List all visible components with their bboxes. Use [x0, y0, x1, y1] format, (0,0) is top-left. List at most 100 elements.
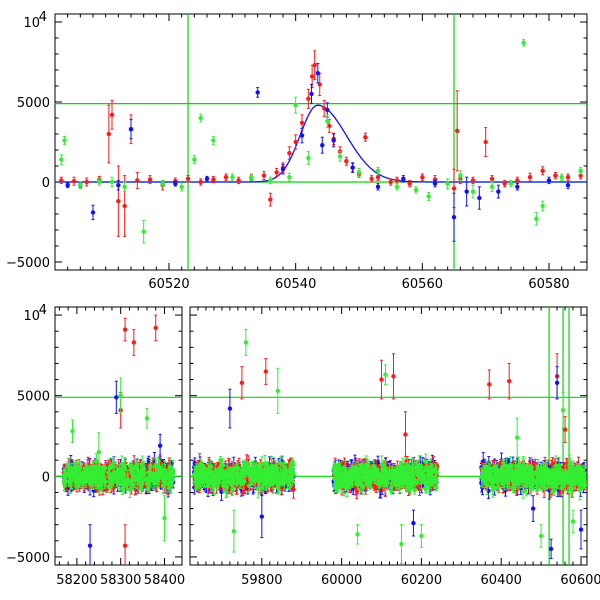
blue-data-point — [515, 184, 520, 189]
green-data-point — [78, 183, 83, 188]
green-data-point — [153, 474, 158, 479]
blue-data-point — [309, 91, 314, 97]
green-data-point — [306, 155, 311, 161]
red-data-point — [515, 178, 520, 183]
red-data-point — [306, 96, 311, 102]
green-data-point — [293, 103, 298, 108]
green-data-point — [139, 482, 144, 487]
green-data-point — [162, 479, 167, 485]
green-data-point — [109, 179, 115, 185]
green-data-point — [97, 179, 102, 185]
bottom-data-group — [191, 329, 587, 564]
green-data-point — [148, 463, 153, 469]
green-data-point — [134, 466, 139, 471]
green-data-point — [82, 473, 87, 478]
y-tick-label: −5000 — [6, 256, 50, 271]
red-data-point — [211, 177, 216, 182]
red-data-point — [153, 325, 158, 331]
x-tick-label: 60540 — [275, 277, 316, 292]
red-data-point — [451, 186, 457, 191]
red-data-point — [185, 176, 191, 181]
green-data-point — [470, 189, 476, 194]
green-data-point — [112, 469, 117, 475]
green-data-point — [287, 175, 292, 180]
green-data-point — [268, 178, 273, 183]
top-panel: 60520 60540 60560 60580 −5000 0 5000 104 — [6, 10, 588, 292]
bottom-plot-frame — [54, 306, 183, 566]
green-data-point — [94, 459, 99, 464]
green-data-point — [68, 475, 73, 480]
x-tick-label: 58400 — [144, 573, 185, 588]
green-data-point — [249, 175, 254, 180]
bottom-plot-frame — [189, 306, 588, 566]
model-curve — [55, 104, 587, 183]
red-data-point — [344, 159, 349, 164]
green-data-point — [111, 460, 116, 465]
green-data-point — [375, 168, 381, 173]
red-data-point — [59, 178, 64, 183]
green-data-point — [127, 463, 133, 469]
green-data-point — [109, 475, 114, 481]
blue-data-point — [128, 127, 134, 132]
green-data-point — [122, 184, 127, 189]
green-data-point — [95, 483, 101, 488]
green-data-point — [98, 470, 104, 476]
red-data-point — [394, 178, 400, 183]
green-data-point — [116, 473, 121, 478]
red-data-point — [388, 179, 393, 185]
green-data-point — [162, 516, 167, 521]
green-data-point — [90, 479, 96, 485]
blue-data-point — [325, 107, 330, 113]
blue-data-point — [173, 181, 178, 186]
green-data-point — [122, 483, 127, 488]
blue-data-point — [157, 443, 163, 448]
green-data-point — [356, 170, 362, 175]
green-data-point — [162, 467, 167, 473]
blue-data-point — [204, 176, 210, 181]
green-data-point — [179, 184, 184, 189]
y-tick-label-exponent: 4 — [39, 10, 47, 25]
red-data-point — [261, 173, 267, 178]
blue-data-point — [90, 210, 96, 215]
red-data-point — [135, 178, 140, 183]
x-tick-label: 60000 — [321, 573, 362, 588]
red-data-point — [309, 74, 315, 79]
green-data-point — [122, 463, 127, 468]
green-data-point — [166, 486, 172, 491]
red-data-point — [268, 197, 273, 202]
red-data-point — [122, 543, 128, 548]
red-data-point — [293, 139, 298, 145]
red-data-point — [502, 181, 507, 186]
green-data-point — [136, 470, 141, 475]
red-data-point — [299, 120, 305, 126]
green-data-point — [534, 216, 539, 221]
red-data-point — [198, 179, 203, 185]
green-data-point — [103, 479, 108, 484]
red-data-point — [527, 175, 533, 180]
blue-data-point — [401, 176, 406, 181]
blue-data-point — [477, 195, 482, 201]
green-data-point — [578, 168, 583, 173]
blue-data-point — [565, 183, 571, 188]
red-data-point — [540, 168, 545, 173]
green-data-point — [78, 475, 83, 480]
green-data-point — [140, 470, 145, 475]
green-data-point — [106, 470, 111, 475]
green-data-point — [489, 184, 495, 189]
x-tick-label: 60520 — [148, 277, 189, 292]
green-data-point — [73, 465, 79, 470]
red-data-point — [287, 151, 292, 156]
green-data-point — [132, 477, 138, 483]
blue-data-point — [496, 189, 501, 194]
green-data-point — [559, 175, 564, 180]
blue-data-point — [315, 71, 321, 76]
red-data-point — [375, 175, 381, 180]
red-data-point — [483, 139, 488, 145]
green-data-point — [211, 138, 216, 143]
x-tick-label: 60200 — [401, 573, 442, 588]
red-data-point — [565, 175, 571, 180]
red-data-point — [116, 199, 121, 204]
green-data-point — [59, 157, 64, 162]
x-tick-label: 60600 — [560, 573, 600, 588]
y-tick-label: 5000 — [17, 96, 50, 111]
